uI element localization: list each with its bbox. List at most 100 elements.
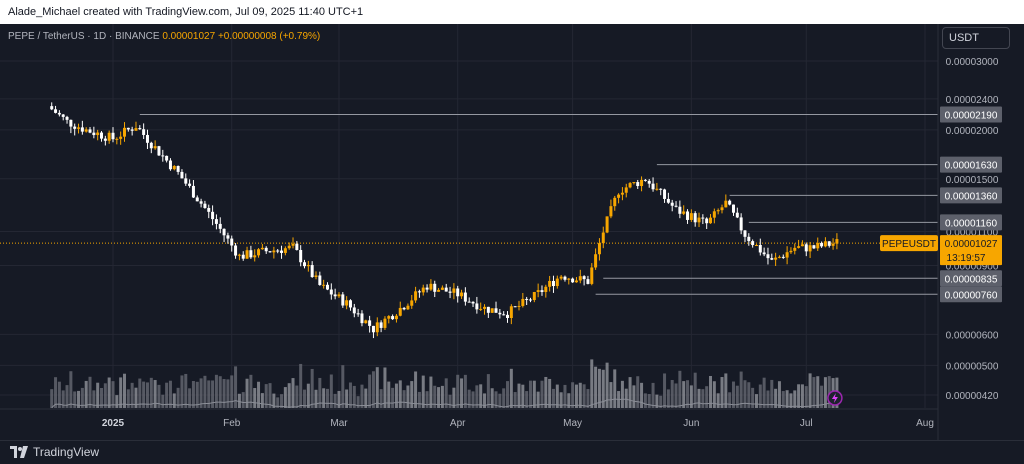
- volume-bar: [808, 373, 812, 408]
- volume-bar: [283, 387, 287, 408]
- price-chart[interactable]: 0.00003000 0.00002400 0.00002000 0.00001500…: [0, 24, 1024, 440]
- volume-bar: [701, 389, 705, 408]
- candle-body: [172, 166, 176, 170]
- candle-body: [364, 320, 368, 324]
- candle-body: [724, 200, 728, 208]
- candle-body: [325, 284, 329, 290]
- candle-body: [65, 116, 69, 120]
- candle-body: [670, 202, 674, 206]
- volume-bar: [119, 377, 123, 408]
- volume-bar: [50, 389, 54, 408]
- candle-body: [797, 246, 801, 248]
- volume-bar: [827, 376, 831, 408]
- candle-body: [532, 291, 536, 301]
- volume-bar: [674, 383, 678, 408]
- candle-body: [352, 307, 356, 314]
- symbol-legend: PEPE / TetherUS · 1D · BINANCE 0.0000102…: [8, 31, 320, 42]
- candle-body: [249, 250, 253, 258]
- candle-body: [138, 128, 142, 130]
- price-level-label-box[interactable]: [940, 106, 1002, 123]
- candle-body: [697, 217, 701, 223]
- volume-bar: [624, 388, 628, 408]
- volume-bar: [452, 387, 456, 408]
- volume-bar: [145, 382, 149, 408]
- candle-body: [448, 291, 452, 293]
- volume-bar: [276, 397, 280, 408]
- y-tick-label: 0.00000500: [946, 361, 999, 372]
- candle-body: [720, 207, 724, 211]
- lightning-icon[interactable]: [827, 390, 843, 406]
- volume-bar: [571, 382, 575, 408]
- candle-body: [414, 291, 418, 301]
- volume-bar: [754, 394, 758, 408]
- price-level-label: 0.00002190: [945, 110, 998, 121]
- candle-body: [509, 306, 513, 319]
- candle-body: [651, 183, 655, 190]
- volume-ma-line: [51, 398, 837, 408]
- candle-body: [203, 203, 207, 208]
- price-level-label-box[interactable]: [940, 270, 1002, 287]
- candle-body: [375, 322, 379, 333]
- candle-body: [88, 129, 92, 133]
- candle-body: [800, 244, 804, 247]
- volume-bar: [406, 385, 410, 408]
- candle-body: [490, 308, 494, 313]
- volume-bar: [379, 389, 383, 408]
- candle-body: [536, 290, 540, 292]
- y-tick-label: 0.00000420: [946, 391, 999, 402]
- candle-body: [57, 112, 61, 115]
- volume-bar: [601, 369, 605, 408]
- volume-bar: [640, 382, 644, 408]
- candle-body: [84, 129, 88, 132]
- volume-bar: [364, 388, 368, 408]
- candle-body: [287, 245, 291, 249]
- volume-bar: [130, 382, 134, 408]
- candle-body: [134, 128, 138, 131]
- candle-body: [268, 251, 272, 253]
- volume-bar: [414, 371, 418, 408]
- candle-body: [295, 243, 299, 250]
- volume-bar: [578, 382, 582, 408]
- y-tick-label: 0.00000900: [946, 262, 999, 273]
- candle-body: [751, 241, 755, 246]
- volume-bar: [463, 374, 467, 408]
- candle-body: [69, 119, 73, 127]
- x-tick-label: Jun: [683, 418, 699, 429]
- candle-body: [348, 300, 352, 308]
- price-level-label-box[interactable]: [940, 156, 1002, 173]
- volume-bar: [655, 394, 659, 408]
- volume-bar: [590, 359, 594, 408]
- price-level-label-box[interactable]: [940, 214, 1002, 231]
- volume-bar: [483, 393, 487, 408]
- candle-body: [119, 136, 123, 139]
- volume-bar: [636, 376, 640, 408]
- volume-bar: [299, 363, 303, 408]
- currency-selector[interactable]: USDT: [942, 27, 1010, 49]
- volume-bar: [310, 368, 314, 408]
- volume-bar: [670, 379, 674, 408]
- candle-body: [686, 211, 690, 220]
- candle-body: [743, 230, 747, 237]
- volume-bar: [709, 375, 713, 408]
- volume-bar: [751, 387, 755, 408]
- candle-body: [337, 294, 341, 297]
- volume-bar: [268, 383, 272, 408]
- volume-bar: [693, 372, 697, 408]
- current-price-label: 0.00001027: [945, 239, 998, 250]
- volume-bar: [475, 385, 479, 408]
- candle-body: [168, 160, 172, 170]
- volume-bar: [724, 373, 728, 408]
- candle-body: [666, 198, 670, 203]
- volume-bar: [165, 382, 169, 408]
- candle-body: [544, 286, 548, 293]
- candle-body: [126, 127, 130, 130]
- volume-bar: [103, 383, 107, 408]
- volume-bar: [88, 376, 92, 408]
- price-level-label-box[interactable]: [940, 286, 1002, 303]
- volume-bar: [774, 388, 778, 408]
- candle-body: [762, 252, 766, 255]
- price-level-label-box[interactable]: [940, 187, 1002, 204]
- volume-bar: [421, 375, 425, 408]
- volume-bar: [471, 391, 475, 408]
- candle-body: [234, 245, 238, 256]
